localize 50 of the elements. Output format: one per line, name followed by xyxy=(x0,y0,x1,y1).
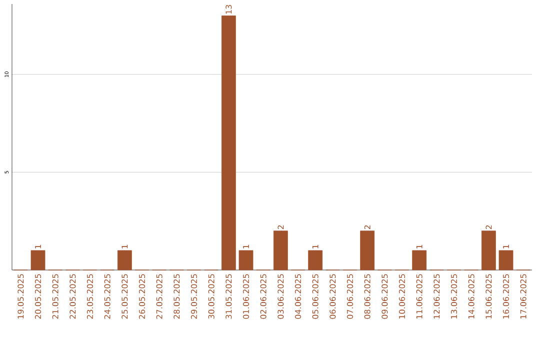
data-label: 13 xyxy=(226,4,232,14)
x-tick-label: 04.06.2025 xyxy=(294,274,302,319)
x-tick-label: 25.05.2025 xyxy=(122,274,128,319)
x-tick-label: 28.05.2025 xyxy=(174,274,180,319)
data-label: 1 xyxy=(416,244,422,248)
bar xyxy=(238,250,254,270)
x-tick-label: 14.06.2025 xyxy=(468,274,474,318)
x-tick-label: 31.05.2025 xyxy=(226,274,232,319)
data-label: 1 xyxy=(122,244,128,248)
x-tick-label: 27.05.2025 xyxy=(156,274,162,319)
x-tick-label: 11.06.2025 xyxy=(416,274,422,318)
bar xyxy=(221,16,236,270)
x-tick-label: 24.05.2025 xyxy=(104,274,110,319)
x-tick-label: 07.06.2025 xyxy=(346,274,354,319)
x-tick-label: 26.05.2025 xyxy=(138,274,146,319)
x-tick-label: 16.06.2025 xyxy=(502,274,510,318)
x-tick-label: 01.06.2025 xyxy=(242,274,250,319)
bar xyxy=(117,250,132,270)
bar xyxy=(481,230,496,270)
x-tick-label: 22.05.2025 xyxy=(70,274,76,319)
x-tick-label: 20.05.2025 xyxy=(34,274,42,319)
data-label: 1 xyxy=(503,244,509,248)
bar xyxy=(498,250,514,270)
data-label: 1 xyxy=(35,244,41,248)
data-label: 2 xyxy=(278,225,284,230)
x-tick-label: 02.06.2025 xyxy=(260,274,266,319)
x-tick-label: 08.06.2025 xyxy=(364,274,370,319)
x-tick-label: 23.05.2025 xyxy=(86,274,94,319)
x-tick-label: 03.06.2025 xyxy=(278,274,284,319)
bar xyxy=(30,250,46,270)
x-tick-label: 09.06.2025 xyxy=(382,274,388,319)
x-tick-label: 12.06.2025 xyxy=(434,274,440,318)
data-label: 1 xyxy=(243,244,249,248)
x-tick-label: 10.06.2025 xyxy=(398,274,406,318)
data-label: 1 xyxy=(312,244,318,248)
x-tick-label: 21.05.2025 xyxy=(52,274,58,319)
data-label: 2 xyxy=(486,225,492,230)
bar xyxy=(273,230,288,270)
data-label: 2 xyxy=(364,225,370,230)
bar xyxy=(308,250,323,270)
x-tick-label: 15.06.2025 xyxy=(486,274,492,318)
x-tick-label: 17.06.2025 xyxy=(520,274,526,318)
x-tick-label: 30.05.2025 xyxy=(208,274,214,319)
x-tick-label: 05.06.2025 xyxy=(312,274,318,319)
x-tick-label: 19.05.2025 xyxy=(18,274,24,318)
x-tick-label: 29.05.2025 xyxy=(190,274,198,319)
bar xyxy=(412,250,427,270)
x-tick-label: 13.06.2025 xyxy=(450,274,458,318)
x-tick-label: 06.06.2025 xyxy=(330,274,336,319)
bar xyxy=(360,230,375,270)
